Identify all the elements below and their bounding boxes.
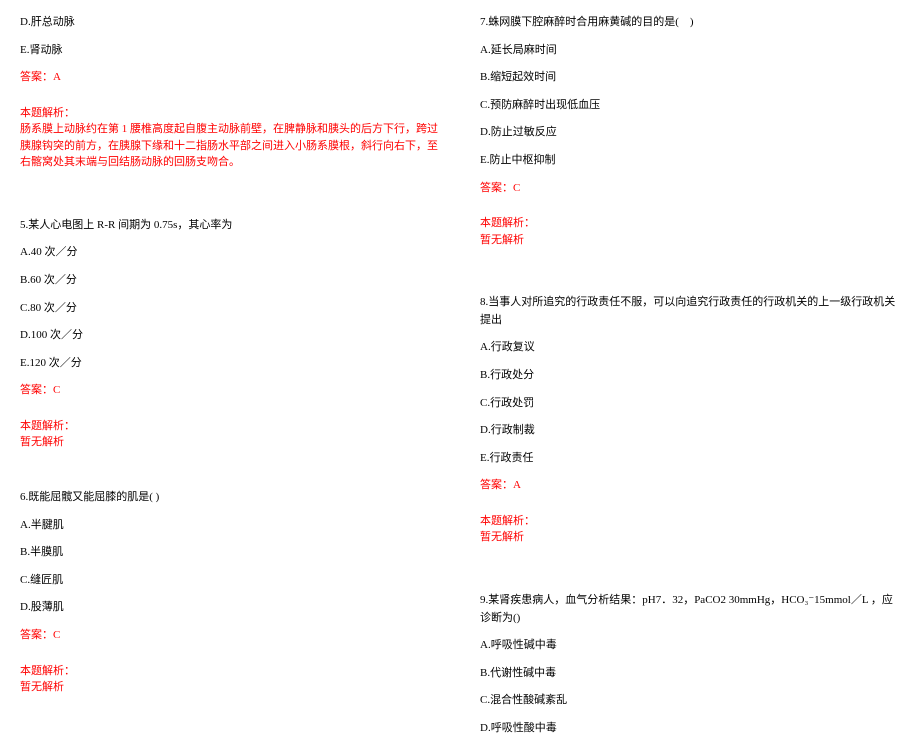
q4-answer: 答案：A xyxy=(20,69,440,87)
q4-option-d: D.肝总动脉 xyxy=(20,14,440,32)
q8-option-b: B.行政处分 xyxy=(480,367,900,385)
q6-option-d: D.股薄肌 xyxy=(20,599,440,617)
q7-explain: 本题解析： 暂无解析 xyxy=(480,215,900,248)
q8-option-e: E.行政责任 xyxy=(480,450,900,468)
q8-stem: 8.当事人对所追究的行政责任不服，可以向追究行政责任的行政机关的上一级行政机关提… xyxy=(480,294,900,329)
q8-answer: 答案：A xyxy=(480,477,900,495)
q7-explain-body: 暂无解析 xyxy=(480,232,900,249)
q7-explain-title: 本题解析： xyxy=(480,215,900,232)
q5-option-c: C.80 次／分 xyxy=(20,300,440,318)
q9-stem: 9.某肾疾患病人，血气分析结果：pH7．32，PaCO2 30mmHg，HCO₃… xyxy=(480,592,900,627)
q5-option-e: E.120 次／分 xyxy=(20,355,440,373)
q9-stem-hco3: HCO₃⁻ xyxy=(781,594,814,606)
q8-explain-title: 本题解析： xyxy=(480,513,900,530)
q4-explain-title: 本题解析： xyxy=(20,105,440,122)
q9-option-b: B.代谢性碱中毒 xyxy=(480,665,900,683)
q5-option-a: A.40 次／分 xyxy=(20,244,440,262)
q4-explain: 本题解析： 肠系膜上动脉约在第 1 腰椎高度起自腹主动脉前壁，在脾静脉和胰头的后… xyxy=(20,105,440,171)
q6-option-b: B.半膜肌 xyxy=(20,544,440,562)
q5-explain-title: 本题解析： xyxy=(20,418,440,435)
q5-explain-body: 暂无解析 xyxy=(20,434,440,451)
q5-option-d: D.100 次／分 xyxy=(20,327,440,345)
q4-option-e: E.肾动脉 xyxy=(20,42,440,60)
q9-stem-pre: 9.某肾疾患病人，血气分析结果：pH7．32，PaCO2 30mmHg， xyxy=(480,594,781,606)
q5-option-b: B.60 次／分 xyxy=(20,272,440,290)
q8-option-d: D.行政制裁 xyxy=(480,422,900,440)
q9-option-d: D.呼吸性酸中毒 xyxy=(480,720,900,737)
q9-option-c: C.混合性酸碱紊乱 xyxy=(480,692,900,710)
q6-option-a: A.半腱肌 xyxy=(20,517,440,535)
q7-option-a: A.延长局麻时间 xyxy=(480,42,900,60)
q8-explain: 本题解析： 暂无解析 xyxy=(480,513,900,546)
q6-option-c: C.缝匠肌 xyxy=(20,572,440,590)
q8-option-c: C.行政处罚 xyxy=(480,395,900,413)
q7-stem: 7.蛛网膜下腔麻醉时合用麻黄碱的目的是( ) xyxy=(480,14,900,32)
q6-explain-title: 本题解析： xyxy=(20,663,440,680)
q6-answer: 答案：C xyxy=(20,627,440,645)
q7-option-d: D.防止过敏反应 xyxy=(480,124,900,142)
q8-option-a: A.行政复议 xyxy=(480,339,900,357)
q4-explain-body: 肠系膜上动脉约在第 1 腰椎高度起自腹主动脉前壁，在脾静脉和胰头的后方下行，跨过… xyxy=(20,121,440,171)
q8-explain-body: 暂无解析 xyxy=(480,529,900,546)
q9-option-a: A.呼吸性碱中毒 xyxy=(480,637,900,655)
q6-explain-body: 暂无解析 xyxy=(20,679,440,696)
q7-option-c: C.预防麻醉时出现低血压 xyxy=(480,97,900,115)
q5-stem: 5.某人心电图上 R-R 间期为 0.75s，其心率为 xyxy=(20,217,440,235)
q6-stem: 6.既能屈髋又能屈膝的肌是( ) xyxy=(20,489,440,507)
q5-explain: 本题解析： 暂无解析 xyxy=(20,418,440,451)
q5-answer: 答案：C xyxy=(20,382,440,400)
q7-option-b: B.缩短起效时间 xyxy=(480,69,900,87)
q7-answer: 答案：C xyxy=(480,180,900,198)
q6-explain: 本题解析： 暂无解析 xyxy=(20,663,440,696)
q7-option-e: E.防止中枢抑制 xyxy=(480,152,900,170)
